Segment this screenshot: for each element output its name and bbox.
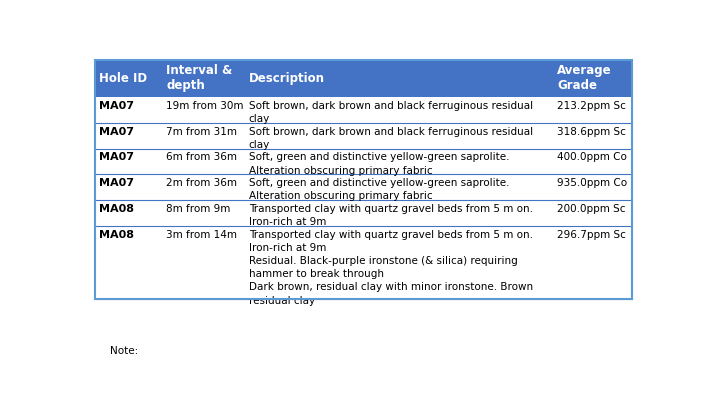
Bar bbox=[95, 149, 633, 174]
Text: 935.0ppm Co: 935.0ppm Co bbox=[557, 178, 627, 188]
Text: MA08: MA08 bbox=[99, 204, 133, 214]
Text: 7m from 31m: 7m from 31m bbox=[166, 126, 237, 137]
Text: Soft brown, dark brown and black ferruginous residual
clay: Soft brown, dark brown and black ferrugi… bbox=[249, 101, 533, 124]
Bar bbox=[95, 226, 633, 299]
Text: MA07: MA07 bbox=[99, 178, 133, 188]
Bar bbox=[95, 60, 633, 299]
Bar bbox=[95, 174, 633, 200]
Bar bbox=[95, 123, 633, 149]
Text: 2m from 36m: 2m from 36m bbox=[166, 178, 237, 188]
Text: Soft brown, dark brown and black ferruginous residual
clay: Soft brown, dark brown and black ferrugi… bbox=[249, 126, 533, 150]
Text: Soft, green and distinctive yellow-green saprolite.
Alteration obscuring primary: Soft, green and distinctive yellow-green… bbox=[249, 178, 509, 201]
Text: 200.0ppm Sc: 200.0ppm Sc bbox=[557, 204, 626, 214]
Text: MA08: MA08 bbox=[99, 230, 133, 239]
Text: Hole ID: Hole ID bbox=[99, 72, 147, 85]
Text: MA07: MA07 bbox=[99, 152, 133, 162]
Text: Transported clay with quartz gravel beds from 5 m on.
Iron-rich at 9m
Residual. : Transported clay with quartz gravel beds… bbox=[249, 230, 533, 306]
Text: 3m from 14m: 3m from 14m bbox=[166, 230, 237, 239]
Text: Transported clay with quartz gravel beds from 5 m on.
Iron-rich at 9m: Transported clay with quartz gravel beds… bbox=[249, 204, 533, 227]
Text: 296.7ppm Sc: 296.7ppm Sc bbox=[557, 230, 626, 239]
Text: 213.2ppm Sc: 213.2ppm Sc bbox=[557, 101, 626, 111]
Text: 19m from 30m: 19m from 30m bbox=[166, 101, 244, 111]
Bar bbox=[95, 60, 633, 97]
Text: Interval &
depth: Interval & depth bbox=[166, 64, 233, 93]
Text: MA07: MA07 bbox=[99, 101, 133, 111]
Text: 318.6ppm Sc: 318.6ppm Sc bbox=[557, 126, 626, 137]
Text: Description: Description bbox=[249, 72, 325, 85]
Bar bbox=[95, 200, 633, 226]
Text: 6m from 36m: 6m from 36m bbox=[166, 152, 237, 162]
Text: Note:: Note: bbox=[109, 346, 138, 356]
Text: MA07: MA07 bbox=[99, 126, 133, 137]
Text: 8m from 9m: 8m from 9m bbox=[166, 204, 231, 214]
Text: 400.0ppm Co: 400.0ppm Co bbox=[557, 152, 627, 162]
Text: Soft, green and distinctive yellow-green saprolite.
Alteration obscuring primary: Soft, green and distinctive yellow-green… bbox=[249, 152, 509, 175]
Text: Average
Grade: Average Grade bbox=[557, 64, 611, 93]
Bar bbox=[95, 97, 633, 123]
